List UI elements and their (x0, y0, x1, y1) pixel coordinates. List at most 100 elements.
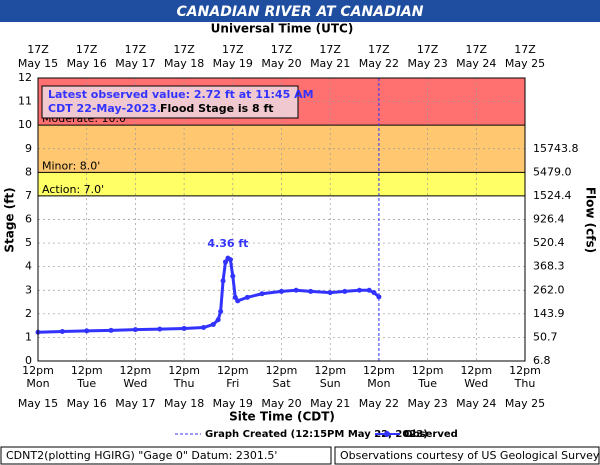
data-point (366, 287, 372, 293)
x-tick-label: May 16 (67, 397, 107, 410)
top-tick-label: 17Z (125, 43, 147, 56)
x-tick-label: 12pm (168, 364, 200, 377)
flood-label: Action: 7.0' (42, 183, 104, 196)
chart-title: CANADIAN RIVER AT CANADIAN (177, 4, 424, 20)
x-tick-label: May 15 (18, 397, 58, 410)
x-tick-label: 12pm (71, 364, 103, 377)
data-point (327, 290, 333, 296)
footer-left: CDNT2(plotting HGIRG) "Gage 0" Datum: 23… (6, 449, 277, 462)
x-tick-label: May 24 (456, 397, 496, 410)
y-tick-label: 7 (25, 189, 32, 202)
top-tick-label: May 16 (67, 57, 107, 70)
data-point (235, 298, 241, 304)
top-tick-label: May 17 (115, 57, 155, 70)
top-tick-label: May 18 (164, 57, 204, 70)
top-tick-label: May 24 (456, 57, 496, 70)
top-tick-label: 17Z (417, 43, 439, 56)
data-point (342, 288, 348, 294)
annotation-line: CDT 22-May-2023. (48, 102, 161, 115)
x-tick-label: 12pm (22, 364, 54, 377)
y2-tick-label: 5479.0 (533, 165, 572, 178)
data-point (84, 328, 90, 334)
peak-label: 4.36 ft (207, 237, 248, 250)
data-point (108, 327, 114, 333)
y-tick-label: 1 (25, 330, 32, 343)
x-tick-label: 12pm (217, 364, 249, 377)
top-tick-label: 17Z (271, 43, 293, 56)
data-point (230, 273, 236, 279)
data-point (181, 325, 187, 331)
x-tick-label: 12pm (363, 364, 395, 377)
y2-axis-title: Flow (cfs) (584, 187, 598, 253)
footer-right: Observations courtesy of US Geological S… (340, 449, 600, 462)
data-point (210, 321, 216, 327)
legend-marker (384, 431, 390, 437)
top-tick-label: 17Z (466, 43, 488, 56)
data-point (232, 294, 238, 300)
data-point (215, 317, 221, 323)
top-tick-label: May 21 (310, 57, 350, 70)
plot: Action: 7.0'Minor: 8.0'Moderate: 10.0'4.… (35, 77, 526, 362)
y2-tick-label: 1524.4 (533, 189, 572, 202)
data-point (132, 327, 138, 333)
top-tick-label: 17Z (319, 43, 341, 56)
y2-tick-label: 926.4 (533, 213, 565, 226)
data-point (279, 288, 284, 294)
data-point (59, 329, 65, 335)
y-axis-title: Stage (ft) (3, 187, 17, 252)
x-tick-label: May 18 (164, 397, 204, 410)
x-tick-label: May 21 (310, 397, 350, 410)
y-tick-label: 11 (18, 95, 32, 108)
data-point (157, 326, 163, 332)
x-tick-label: Tue (76, 377, 96, 390)
data-point (259, 291, 265, 297)
x-tick-label: 12pm (412, 364, 444, 377)
data-point (218, 308, 224, 314)
top-tick-label: 17Z (173, 43, 195, 56)
data-point (356, 287, 362, 293)
y2-tick-label: 6.8 (533, 354, 551, 367)
annotation-line: Latest observed value: 2.72 ft at 11:45 … (48, 88, 314, 101)
x-tick-label: Mon (367, 377, 390, 390)
y2-tick-label: 143.9 (533, 307, 565, 320)
top-tick-label: 17Z (27, 43, 49, 56)
y-tick-label: 4 (25, 260, 32, 273)
y2-tick-label: 520.4 (533, 236, 565, 249)
footer-right-box (334, 446, 600, 465)
x-tick-label: Tue (417, 377, 437, 390)
y-tick-label: 10 (18, 118, 32, 131)
y-tick-label: 12 (18, 71, 32, 84)
x-tick-label: Mon (26, 377, 49, 390)
legend-label: Observed (404, 429, 458, 440)
y2-tick-label: 15743.8 (533, 142, 579, 155)
x-tick-label: May 23 (407, 397, 447, 410)
title-bar (0, 0, 600, 22)
top-tick-label: 17Z (368, 43, 390, 56)
data-point (227, 257, 233, 263)
x-tick-label: May 20 (261, 397, 301, 410)
x-tick-label: May 17 (115, 397, 155, 410)
y-tick-label: 3 (25, 283, 32, 296)
data-point (244, 294, 250, 300)
footer-left-box (0, 446, 332, 465)
data-point (376, 294, 382, 300)
top-tick-label: May 23 (407, 57, 447, 70)
data-point (371, 290, 377, 296)
top-axis-title: Universal Time (UTC) (211, 22, 354, 36)
annotation-box (41, 85, 299, 119)
top-tick-label: May 19 (213, 57, 253, 70)
x-tick-label: 12pm (120, 364, 152, 377)
y2-tick-label: 50.7 (533, 330, 558, 343)
x-tick-label: May 22 (359, 397, 399, 410)
top-tick-label: 17Z (76, 43, 98, 56)
top-tick-label: May 20 (261, 57, 301, 70)
y-tick-label: 0 (25, 354, 32, 367)
top-tick-label: May 25 (505, 57, 545, 70)
x-tick-label: May 19 (213, 397, 253, 410)
data-point (220, 278, 226, 284)
x-tick-label: Thu (173, 377, 195, 390)
x-tick-label: 12pm (460, 364, 492, 377)
data-point (308, 288, 314, 294)
flood-label: Minor: 8.0' (42, 159, 100, 172)
